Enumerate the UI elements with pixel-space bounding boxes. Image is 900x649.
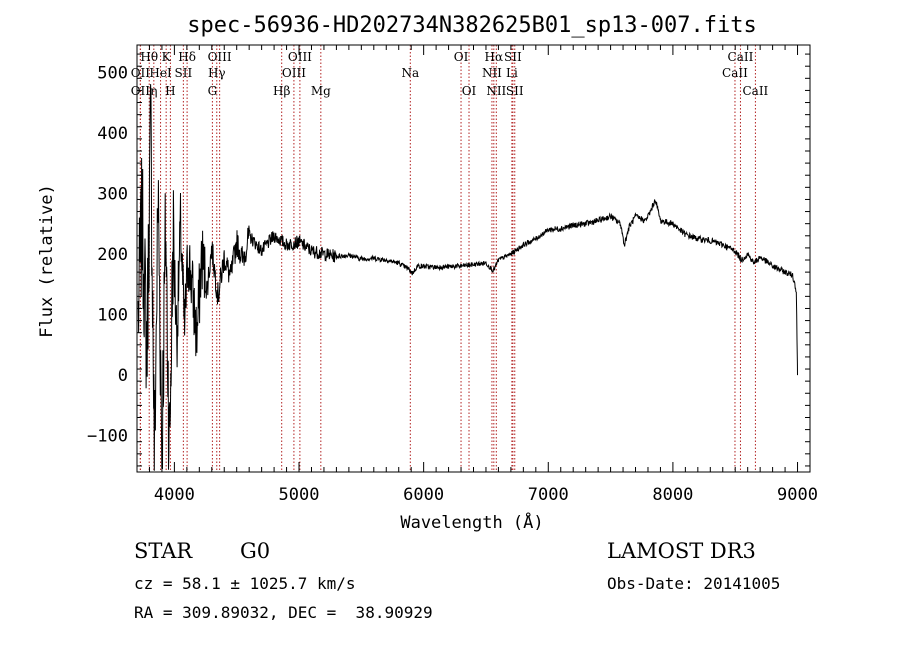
marker-label-10: Hγ — [208, 66, 226, 80]
obs-date: Obs-Date: 20141005 — [607, 574, 781, 593]
x-tick-label-4000: 4000 — [154, 485, 195, 505]
x-axis-label: Wavelength (Å) — [400, 511, 543, 533]
y-tick-label-400: 400 — [97, 124, 128, 144]
marker-label-21: NII — [486, 84, 506, 98]
marker-label-16: Na — [401, 66, 419, 80]
marker-label-12: Hβ — [273, 84, 290, 98]
marker-label-22: SII — [504, 50, 522, 64]
marker-label-11: G — [208, 84, 218, 98]
x-tick-label-8000: 8000 — [652, 485, 693, 505]
y-tick-label--100: −100 — [87, 427, 128, 447]
x-axis: 4000 5000 6000 7000 8000 9000 — [136, 45, 818, 505]
marker-label-15: Mg — [311, 84, 331, 98]
marker-label-0: K — [162, 50, 172, 64]
marker-label-20: NII — [482, 66, 502, 80]
marker-label-5: η — [150, 84, 157, 98]
marker-label-18: OI — [462, 84, 477, 98]
y-tick-label-0: 0 — [118, 366, 128, 386]
marker-label-4: Hθ — [140, 50, 158, 64]
y-axis-label: Flux (relative) — [37, 184, 57, 338]
marker-label-24: SII — [506, 84, 524, 98]
marker-label-26: CaII — [722, 66, 748, 80]
marker-label-3: OII — [131, 84, 151, 98]
y-tick-label-200: 200 — [97, 245, 128, 265]
marker-label-17: OI — [454, 50, 469, 64]
marker-label-27: CaII — [742, 84, 768, 98]
marker-lines — [139, 45, 756, 472]
marker-label-13: OIII — [288, 50, 312, 64]
y-tick-label-500: 500 — [97, 63, 128, 83]
marker-label-7: SII — [175, 66, 193, 80]
marker-label-23: Li — [506, 66, 518, 80]
redshift-readout: cz = 58.1 ± 1025.7 km/s — [134, 574, 356, 593]
marker-label-9: OIII — [208, 50, 232, 64]
spectrum-line — [137, 84, 798, 471]
marker-label-25: CaII — [728, 50, 754, 64]
y-tick-label-100: 100 — [97, 306, 128, 326]
marker-label-19: Hα — [485, 50, 504, 64]
subclass: G0 — [240, 539, 271, 563]
y-axis: −100 0 100 200 300 400 500 — [87, 53, 810, 467]
x-tick-label-9000: 9000 — [777, 485, 818, 505]
marker-label-6: HeI — [149, 66, 172, 80]
chart-title: spec-56936-HD202734N382625B01_sp13-007.f… — [187, 13, 757, 38]
marker-label-14: OIII — [282, 66, 306, 80]
y-tick-label-300: 300 — [97, 184, 128, 204]
object-class: STAR — [134, 539, 193, 563]
x-tick-label-5000: 5000 — [279, 485, 320, 505]
x-tick-label-6000: 6000 — [403, 485, 444, 505]
marker-label-1: H — [165, 84, 175, 98]
marker-label-8: Hδ — [178, 50, 196, 64]
x-tick-label-7000: 7000 — [528, 485, 569, 505]
coordinates: RA = 309.89032, DEC = 38.90929 — [134, 603, 433, 622]
survey-name: LAMOST DR3 — [607, 539, 756, 563]
marker-label-2: OII — [131, 66, 151, 80]
